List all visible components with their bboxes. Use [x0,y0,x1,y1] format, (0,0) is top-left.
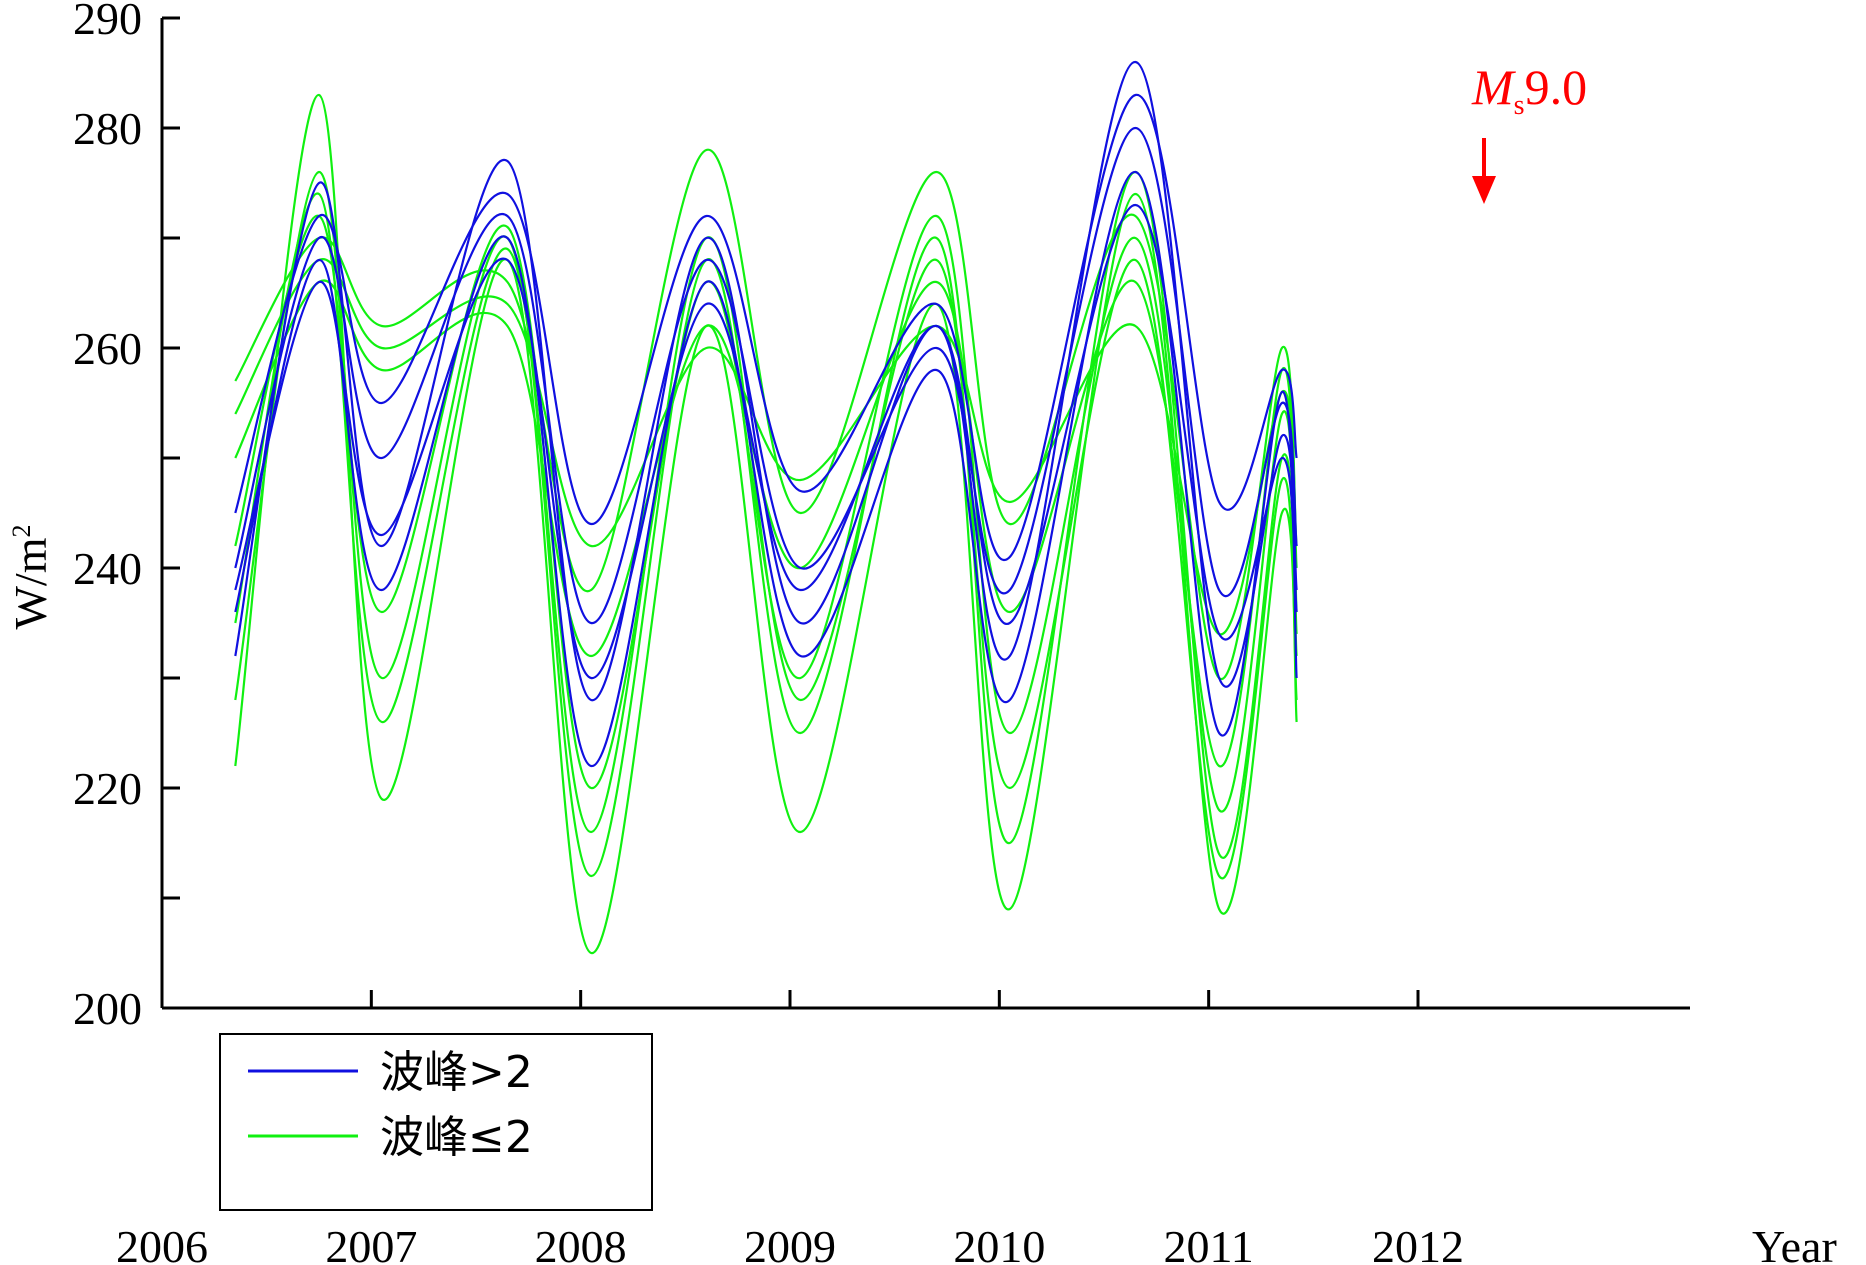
x-ticks: 2006 2007 2008 2009 2010 2011 2012 [116,990,1464,1265]
annotation-italic: M [1471,59,1516,115]
series-line-low-7 [234,170,1298,878]
series-layer [234,60,1298,955]
series-line-low-5 [234,93,1298,955]
annotation-label: Ms9.0 [1471,59,1587,121]
series-line-high-1 [234,126,1298,625]
y-tick-label-280: 280 [73,103,142,154]
series-line-low-9 [234,214,1298,813]
y-tick-label-220: 220 [73,763,142,814]
y-ticks: 200 220 240 260 280 290 [73,0,180,1034]
x-tick-label-2007: 2007 [325,1221,417,1265]
x-tick-label-2009: 2009 [744,1221,836,1265]
y-tick-label-240: 240 [73,543,142,594]
y-tick-label-200: 200 [73,983,142,1034]
annotation-value: 9.0 [1525,59,1588,115]
series-line-high-4 [234,203,1298,680]
series-line-high-0 [234,60,1298,702]
x-tick-label-2011: 2011 [1164,1221,1254,1265]
series-line-high-2 [234,170,1298,768]
x-tick-label-2010: 2010 [953,1221,1045,1265]
y-tick-label-260: 260 [73,323,142,374]
legend: 波峰>2 波峰≤2 [219,1033,653,1211]
legend-label-low: 波峰≤2 [380,1112,533,1163]
earthquake-annotation: Ms9.0 [1471,59,1587,204]
x-tick-label-2006: 2006 [116,1221,208,1265]
x-tick-label-2012: 2012 [1372,1221,1464,1265]
axes [160,18,1690,1010]
x-tick-label-2008: 2008 [535,1221,627,1265]
series-line-low-8 [234,279,1298,768]
annotation-arrow-head [1472,176,1496,204]
y-tick-label-290: 290 [73,0,142,44]
legend-label-high: 波峰>2 [380,1047,533,1098]
legend-box [219,1033,653,1211]
x-axis-label: Year [1752,1221,1837,1265]
y-axis-label-base: W/m [5,537,56,629]
annotation-subscript: s [1514,90,1525,121]
y-axis-label-superscript: 2 [7,525,36,538]
series-line-low-11 [234,192,1298,880]
series-line-high-3 [234,93,1298,562]
y-axis-label: W/m2 [5,525,56,630]
